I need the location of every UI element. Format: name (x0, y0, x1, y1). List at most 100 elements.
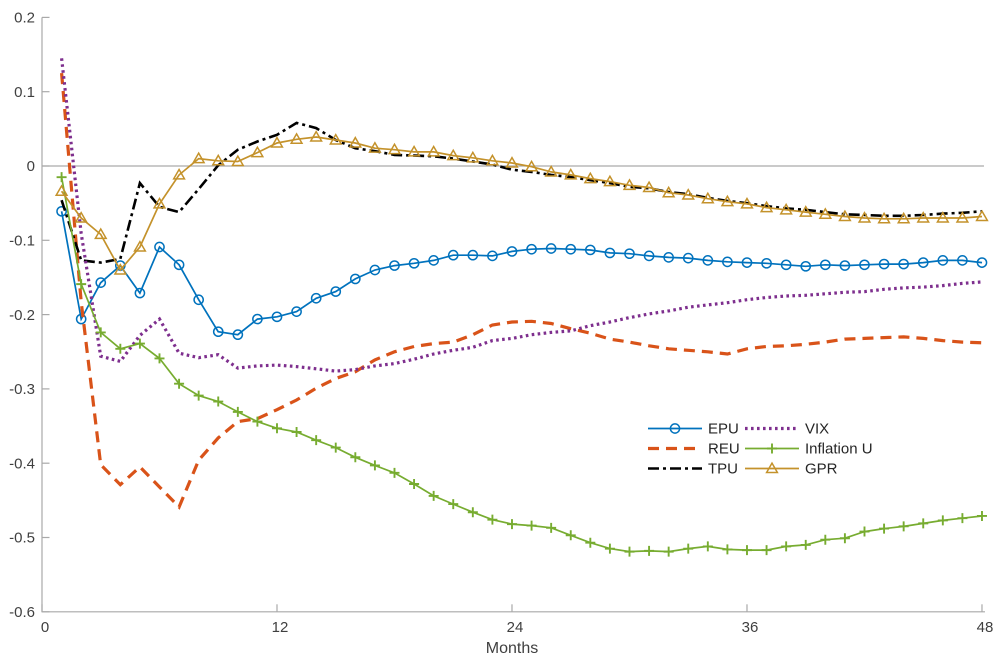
y-tick-label: 0.2 (14, 10, 35, 27)
circle-marker (95, 277, 107, 289)
plus-marker (506, 519, 517, 530)
circle-marker (173, 259, 185, 271)
triangle-marker (211, 153, 225, 166)
triangle-marker (896, 211, 911, 224)
triangle-marker (74, 211, 88, 223)
legend-item-inflation-u: Inflation U (745, 441, 873, 458)
triangle-marker (857, 211, 872, 223)
circle-marker (741, 257, 753, 268)
triangle-marker (329, 133, 343, 145)
triangle-marker (191, 151, 206, 164)
triangle-marker (387, 142, 402, 155)
vix-line (60, 58, 983, 373)
circle-marker (702, 255, 714, 266)
triangle-marker (759, 200, 774, 213)
triangle-marker (426, 144, 441, 157)
circle-marker (682, 252, 694, 264)
triangle-marker (701, 191, 715, 204)
plus-marker (56, 172, 67, 183)
inflation-u-markers (56, 172, 987, 557)
inflation-u-line (60, 176, 983, 553)
legend-sample-marker (767, 443, 777, 454)
triangle-marker (133, 240, 147, 252)
plus-marker (389, 467, 400, 478)
circle-marker (643, 250, 655, 262)
circle-marker (428, 255, 440, 266)
triangle-marker (485, 153, 500, 166)
circle-marker (349, 273, 361, 285)
plus-marker (683, 543, 694, 554)
plus-marker (859, 526, 870, 537)
plus-marker (487, 514, 498, 525)
triangle-marker (309, 130, 323, 142)
series-vix (60, 58, 983, 373)
x-tick-label: 12 (272, 619, 289, 636)
gpr-markers (54, 130, 989, 275)
legend-label: REU (708, 441, 740, 458)
triangle-marker (446, 148, 460, 161)
circle-marker (291, 306, 302, 317)
triangle-marker (622, 178, 637, 191)
legend-sample-marker (765, 461, 779, 474)
triangle-marker (231, 154, 245, 167)
triangle-marker (505, 156, 519, 168)
circle-marker (506, 246, 518, 257)
series-epu (56, 205, 988, 341)
triangle-marker (407, 144, 421, 157)
triangle-marker (720, 194, 735, 207)
circle-marker (271, 311, 283, 323)
circle-marker (56, 205, 67, 217)
plus-marker (957, 513, 968, 524)
y-tick-label: -0.1 (9, 233, 35, 250)
triangle-marker (94, 227, 108, 240)
circle-marker (252, 313, 263, 325)
plus-marker (898, 521, 909, 532)
circle-marker (604, 247, 616, 259)
legend-label: TPU (708, 461, 738, 478)
y-tick-label: 0 (27, 158, 35, 175)
circle-marker (957, 255, 968, 266)
plus-marker (76, 279, 87, 290)
plus-marker (311, 435, 322, 446)
circle-marker (584, 244, 596, 256)
plus-marker (879, 523, 890, 534)
circle-marker (761, 257, 772, 269)
triangle-marker (466, 150, 480, 163)
plus-marker (134, 338, 145, 349)
y-tick-label: -0.3 (9, 381, 35, 398)
plus-marker (604, 543, 615, 554)
x-tick-label: 36 (742, 619, 759, 636)
plus-marker (232, 406, 243, 417)
circle-marker (526, 243, 537, 255)
triangle-marker (172, 168, 186, 180)
triangle-marker (779, 202, 793, 215)
triangle-marker (250, 145, 265, 158)
triangle-marker (603, 174, 617, 187)
legend-item-gpr: GPR (745, 461, 838, 478)
plus-marker (781, 541, 792, 552)
circle-marker (878, 258, 890, 270)
plus-marker (271, 423, 282, 434)
triangle-marker (544, 165, 558, 177)
circle-marker (917, 257, 929, 268)
circle-marker (780, 259, 792, 271)
legend-item-reu: REU (648, 441, 740, 458)
axis-lines (41, 17, 985, 613)
plus-marker (330, 442, 341, 453)
x-tick-label: 0 (41, 619, 49, 636)
triangle-marker (661, 185, 676, 198)
circle-marker (859, 259, 870, 271)
plus-marker (193, 390, 204, 401)
triangle-marker (368, 141, 382, 153)
plus-marker (663, 546, 674, 557)
triangle-marker (877, 211, 891, 224)
plus-marker (976, 510, 987, 521)
triangle-marker (838, 209, 852, 222)
triangle-marker (642, 180, 656, 193)
circle-marker (369, 264, 381, 276)
tpu-line (60, 121, 983, 264)
triangle-marker (289, 132, 304, 145)
y-tick-label: -0.4 (9, 455, 35, 472)
triangle-marker (113, 263, 128, 275)
